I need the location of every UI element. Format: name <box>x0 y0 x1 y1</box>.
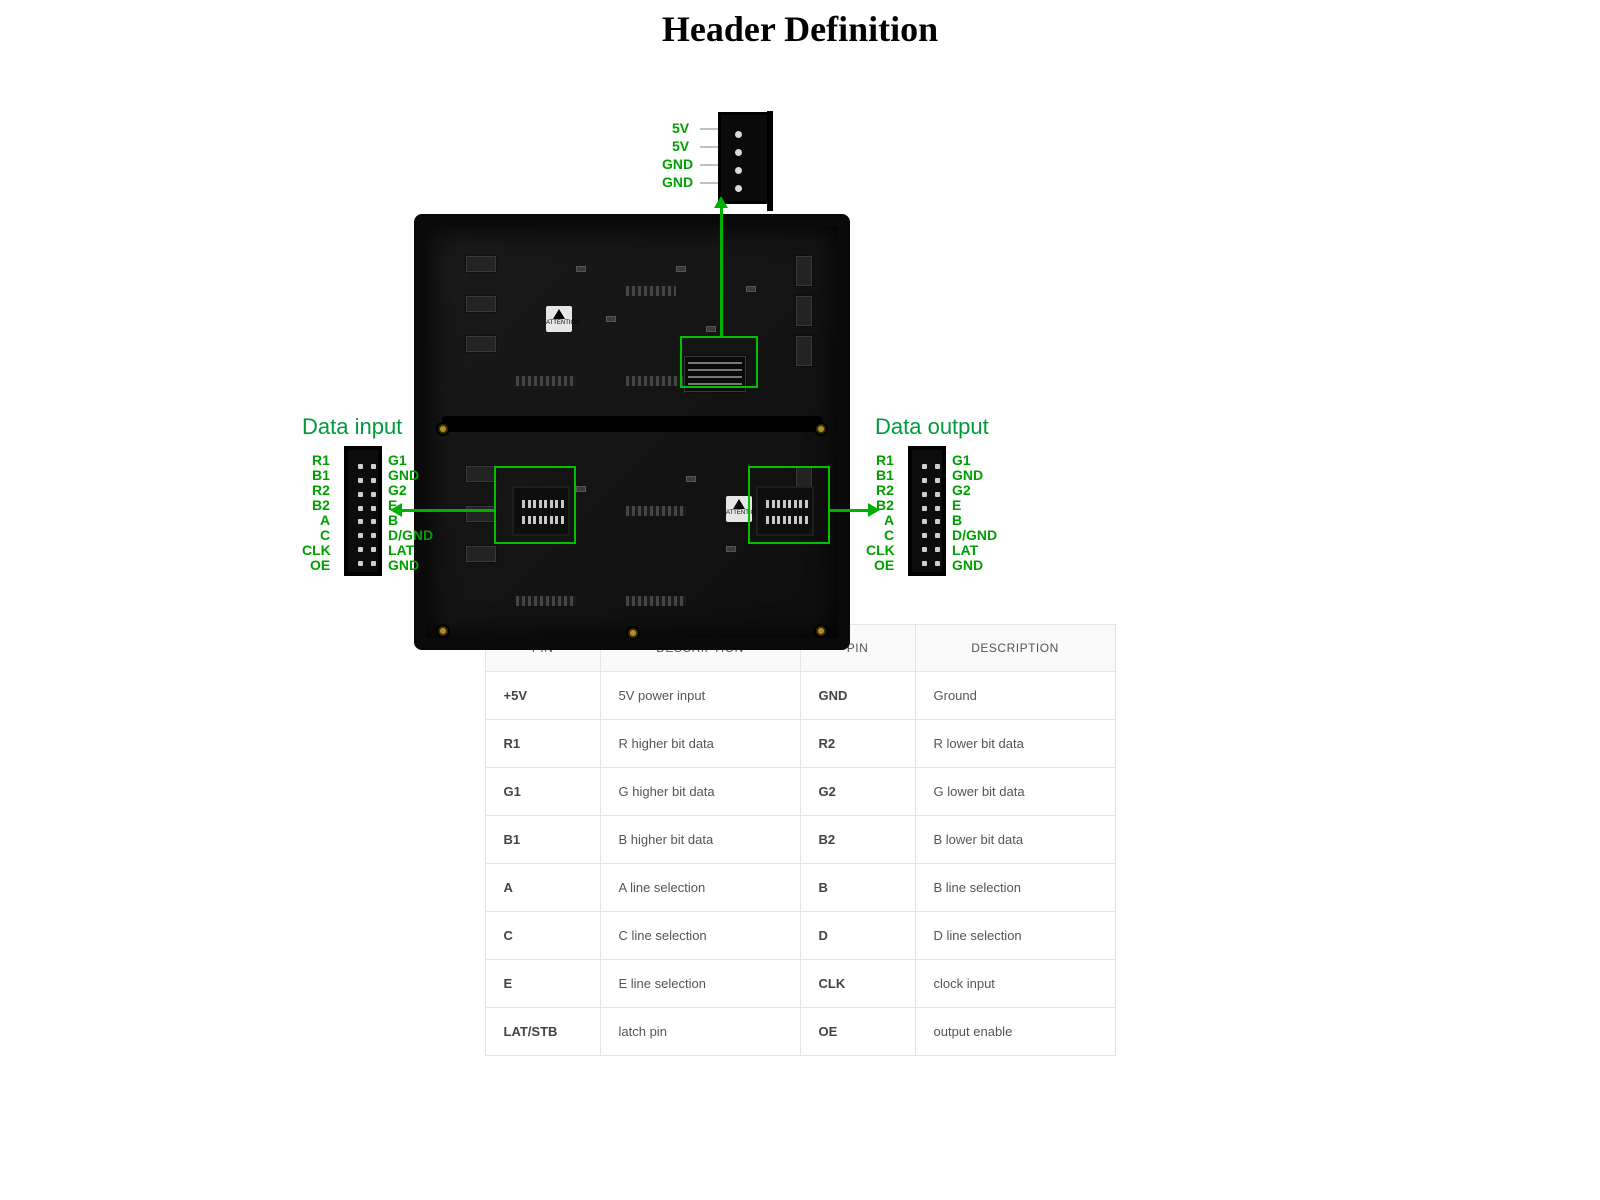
pin-label: CLK <box>866 542 895 558</box>
desc-cell: D line selection <box>915 912 1115 960</box>
power-pin-label: 5V <box>672 120 689 136</box>
pin-cell: E <box>485 960 600 1008</box>
table-row: B1B higher bit dataB2B lower bit data <box>485 816 1115 864</box>
pin-label: E <box>952 497 961 513</box>
pin-label: R2 <box>312 482 330 498</box>
data-out-highlight-box <box>748 466 830 544</box>
desc-cell: R lower bit data <box>915 720 1115 768</box>
col-header: DESCRIPTION <box>915 625 1115 672</box>
pin-label: R1 <box>312 452 330 468</box>
desc-cell: latch pin <box>600 1008 800 1056</box>
pin-label: C <box>884 527 894 543</box>
data-output-title: Data output <box>875 414 989 440</box>
pin-label: B2 <box>312 497 330 513</box>
pin-cell: B1 <box>485 816 600 864</box>
desc-cell: A line selection <box>600 864 800 912</box>
desc-cell: B line selection <box>915 864 1115 912</box>
pin-label: GND <box>952 467 983 483</box>
desc-cell: C line selection <box>600 912 800 960</box>
pin-label: D/GND <box>388 527 433 543</box>
pin-label: D/GND <box>952 527 997 543</box>
pin-label: G1 <box>952 452 971 468</box>
pin-label: G2 <box>952 482 971 498</box>
pin-label: CLK <box>302 542 331 558</box>
data-input-connector <box>344 446 382 576</box>
pcb-board: ATTENTION ATTENTION <box>414 214 850 650</box>
pin-label: LAT <box>952 542 978 558</box>
table-row: EE line selectionCLKclock input <box>485 960 1115 1008</box>
power-highlight-box <box>680 336 758 388</box>
pin-label: GND <box>388 557 419 573</box>
pin-label: A <box>884 512 894 528</box>
pin-label: B1 <box>876 467 894 483</box>
desc-cell: E line selection <box>600 960 800 1008</box>
data-in-highlight-box <box>494 466 576 544</box>
desc-cell: G lower bit data <box>915 768 1115 816</box>
table-row: CC line selectionDD line selection <box>485 912 1115 960</box>
desc-cell: G higher bit data <box>600 768 800 816</box>
pin-label: B1 <box>312 467 330 483</box>
power-connector <box>718 112 770 204</box>
pin-cell: A <box>485 864 600 912</box>
pin-cell: CLK <box>800 960 915 1008</box>
page-title: Header Definition <box>0 8 1600 50</box>
table-row: G1G higher bit dataG2G lower bit data <box>485 768 1115 816</box>
pin-label: A <box>320 512 330 528</box>
power-pin-label: 5V <box>672 138 689 154</box>
pin-label: OE <box>310 557 330 573</box>
pin-label: C <box>320 527 330 543</box>
data-input-title: Data input <box>302 414 402 440</box>
pin-cell: C <box>485 912 600 960</box>
pin-label: B <box>952 512 962 528</box>
pin-label: G1 <box>388 452 407 468</box>
pin-cell: G2 <box>800 768 915 816</box>
pin-label: OE <box>874 557 894 573</box>
pin-cell: B2 <box>800 816 915 864</box>
desc-cell: B higher bit data <box>600 816 800 864</box>
pin-cell: OE <box>800 1008 915 1056</box>
pin-cell: +5V <box>485 672 600 720</box>
table-row: AA line selectionBB line selection <box>485 864 1115 912</box>
pin-cell: B <box>800 864 915 912</box>
table-row: +5V5V power inputGNDGround <box>485 672 1115 720</box>
pin-definition-table: PIN DESCRIPTION PIN DESCRIPTION +5V5V po… <box>485 624 1116 1056</box>
desc-cell: B lower bit data <box>915 816 1115 864</box>
header-diagram: 5V 5V GND GND <box>0 54 1600 614</box>
pin-cell: R2 <box>800 720 915 768</box>
desc-cell: Ground <box>915 672 1115 720</box>
pin-label: R2 <box>876 482 894 498</box>
table-row: LAT/STBlatch pinOEoutput enable <box>485 1008 1115 1056</box>
pin-label: LAT <box>388 542 414 558</box>
pin-cell: G1 <box>485 768 600 816</box>
pin-label: GND <box>388 467 419 483</box>
pin-cell: D <box>800 912 915 960</box>
desc-cell: output enable <box>915 1008 1115 1056</box>
data-output-connector <box>908 446 946 576</box>
pin-cell: R1 <box>485 720 600 768</box>
desc-cell: clock input <box>915 960 1115 1008</box>
desc-cell: R higher bit data <box>600 720 800 768</box>
power-pin-label: GND <box>662 156 693 172</box>
pin-label: R1 <box>876 452 894 468</box>
table-row: R1R higher bit dataR2R lower bit data <box>485 720 1115 768</box>
pin-cell: GND <box>800 672 915 720</box>
pin-cell: LAT/STB <box>485 1008 600 1056</box>
pin-label: GND <box>952 557 983 573</box>
pin-label: G2 <box>388 482 407 498</box>
desc-cell: 5V power input <box>600 672 800 720</box>
power-pin-label: GND <box>662 174 693 190</box>
